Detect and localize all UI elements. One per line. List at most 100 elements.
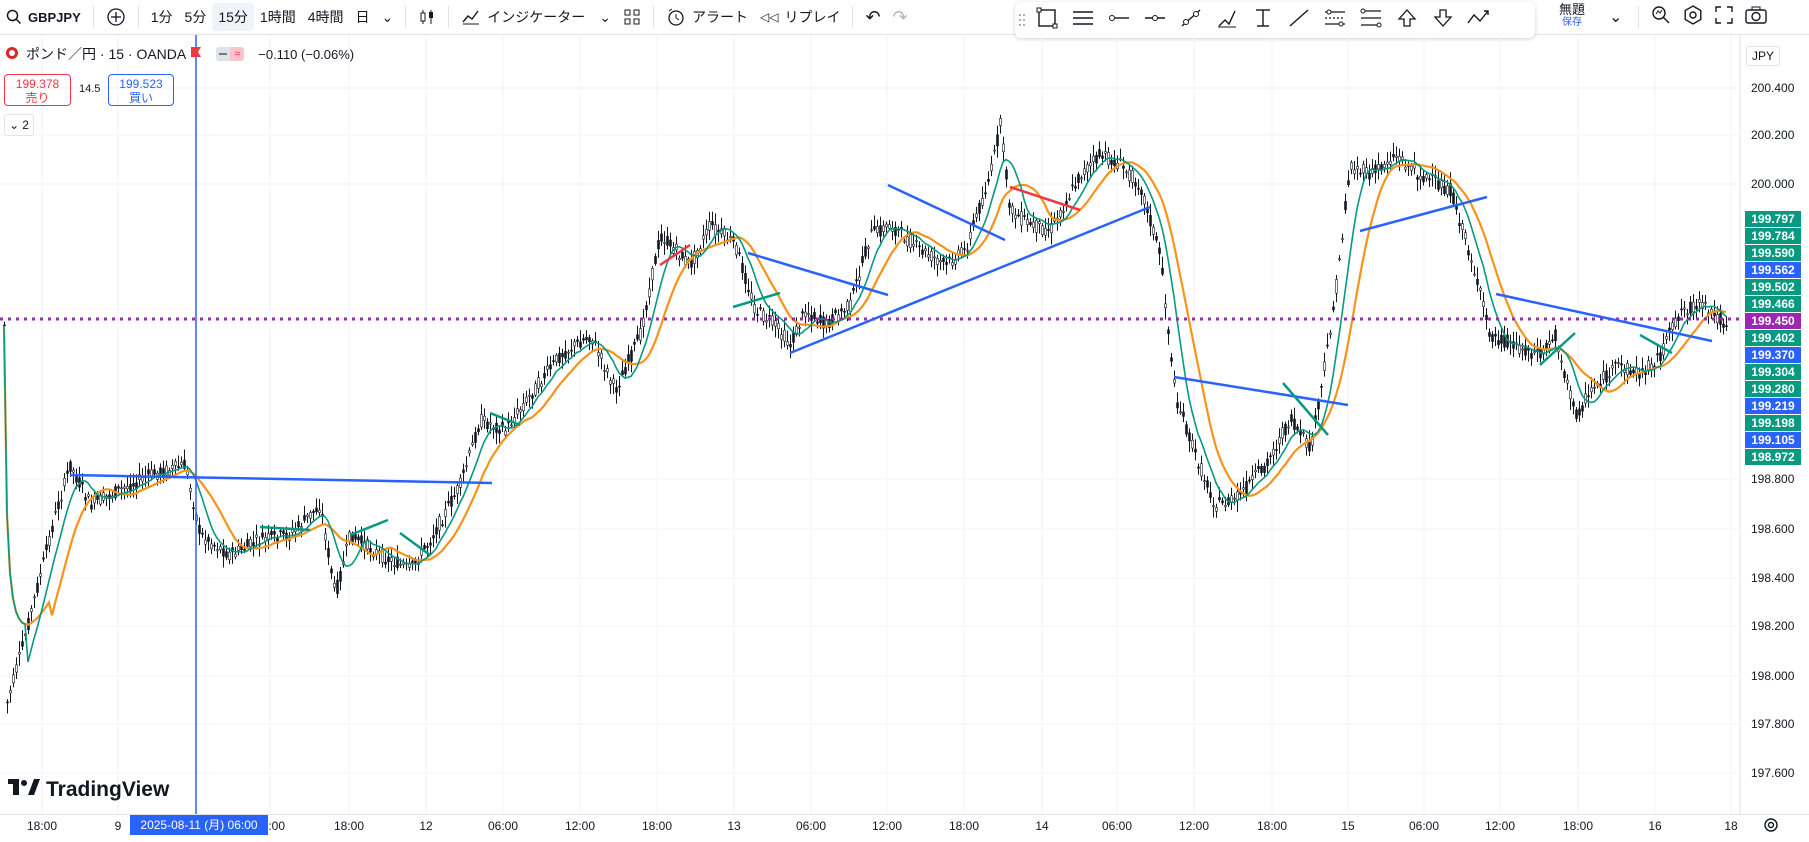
candle-body [660, 233, 663, 242]
interval-dropdown[interactable]: ⌄ [376, 3, 400, 31]
arrow-down-tool[interactable] [1425, 4, 1461, 36]
price-tag: 199.797 [1745, 211, 1801, 227]
candle-body [339, 571, 342, 582]
candle-body [1188, 432, 1191, 442]
candle-body [1002, 143, 1005, 153]
candle-body [51, 525, 54, 533]
candle-body [981, 197, 984, 206]
horizontal-ray-tool[interactable] [1101, 4, 1137, 36]
chart-type-button[interactable] [412, 3, 442, 31]
trend-line [1359, 195, 1488, 233]
time-tick-label: 18:00 [26, 819, 58, 833]
alarm-icon [666, 7, 686, 27]
axis-settings-button[interactable] [1762, 816, 1780, 839]
candle-body [1659, 352, 1662, 362]
alert-button[interactable]: アラート [660, 3, 754, 31]
candle-body [1215, 507, 1218, 512]
candle-body [1575, 409, 1578, 419]
candle-body [1311, 436, 1314, 446]
candle-body [1269, 455, 1272, 458]
sell-button[interactable]: 199.378 売り [4, 74, 71, 106]
fullscreen-button[interactable] [1709, 3, 1739, 31]
candle-body [1245, 481, 1248, 494]
candle-body [1464, 232, 1467, 240]
candle-body [510, 424, 513, 427]
green-trend-line [1639, 333, 1673, 355]
candle-body [1404, 166, 1407, 170]
candle-body [573, 341, 576, 347]
snapshot-button[interactable] [1739, 3, 1773, 31]
candle-body [1152, 226, 1155, 235]
candle-body [579, 341, 582, 348]
select-rect-tool[interactable] [1029, 4, 1065, 36]
candle-body [1569, 390, 1572, 400]
candle-body [930, 251, 933, 262]
interval-5m[interactable]: 5分 [184, 9, 207, 25]
undo-button[interactable]: ↶ [859, 3, 886, 31]
candle-body [1131, 170, 1134, 183]
fib-tool[interactable] [1353, 4, 1389, 36]
candle-body [1716, 314, 1719, 324]
diagonal-line-icon [1287, 7, 1311, 34]
indicators-collapse-button[interactable]: ⌄ 2 [4, 114, 34, 136]
time-axis[interactable] [0, 814, 1809, 842]
crosshair-time-label: 2025-08-11 (月) 06:00 [130, 815, 268, 835]
redo-button[interactable]: ↷ [887, 3, 914, 31]
parallel-channel-tool[interactable] [1317, 4, 1353, 36]
drag-handle-icon[interactable] [1015, 4, 1029, 36]
candle-body [411, 560, 414, 563]
candle-body [924, 248, 927, 251]
candle-body [918, 245, 921, 248]
save-label: 保存 [1562, 17, 1582, 28]
candle-body [1011, 205, 1014, 214]
candle-body [303, 515, 306, 521]
candle-body [879, 225, 882, 237]
price-tick-label: 198.000 [1751, 669, 1795, 683]
price-chart[interactable] [0, 35, 1809, 814]
interval-15m[interactable]: 15分 [212, 3, 254, 31]
ray-tool[interactable] [1281, 4, 1317, 36]
replay-button[interactable]: ◁◁ リプレイ [754, 3, 846, 31]
candle-body [780, 334, 783, 340]
candle-body [834, 309, 837, 314]
currency-button[interactable]: JPY [1746, 46, 1781, 66]
time-tick-label: 18:00 [948, 819, 980, 833]
candle-body [741, 263, 744, 274]
candle-body [1278, 437, 1281, 444]
interval-1h[interactable]: 1時間 [259, 9, 296, 25]
templates-button[interactable] [617, 3, 647, 31]
candle-body [357, 536, 360, 541]
text-tool[interactable] [1245, 4, 1281, 36]
brush-tool[interactable] [1209, 4, 1245, 36]
interval-1d[interactable]: 日 [355, 9, 370, 25]
candle-body [1437, 180, 1440, 190]
quick-search-button[interactable] [1645, 3, 1677, 31]
lines-tool[interactable] [1065, 4, 1101, 36]
rewind-icon: ◁◁ [759, 10, 779, 24]
horizontal-line-tool[interactable] [1137, 4, 1173, 36]
interval-4h[interactable]: 4時間 [307, 9, 344, 25]
trend-line-tool[interactable] [1173, 4, 1209, 36]
interval-1m[interactable]: 1分 [150, 9, 173, 25]
candle-body [312, 510, 315, 513]
visibility-toggle[interactable]: ≈ [216, 47, 245, 61]
candle-body [585, 337, 588, 341]
compare-button[interactable] [100, 3, 132, 31]
arrow-up-tool[interactable] [1389, 4, 1425, 36]
settings-button[interactable] [1677, 3, 1709, 31]
tradingview-logo: TradingView [8, 778, 169, 802]
buy-button[interactable]: 199.523 買い [108, 74, 174, 106]
candle-body [1479, 287, 1482, 291]
layout-menu[interactable]: ⌄ [1599, 3, 1632, 31]
candle-body [255, 534, 258, 538]
candle-body [702, 235, 705, 240]
candle-body [1161, 267, 1164, 275]
candle-body [1014, 214, 1017, 219]
layout-save-button[interactable]: 無題 保存 [1545, 3, 1599, 31]
candle-body [297, 521, 300, 528]
indicators-button[interactable]: インジケーター ⌄ [455, 3, 617, 31]
candle-body [1218, 497, 1221, 500]
path-tool[interactable] [1461, 4, 1497, 36]
divider [448, 6, 450, 28]
symbol-search[interactable]: GBPJPY [0, 3, 87, 31]
